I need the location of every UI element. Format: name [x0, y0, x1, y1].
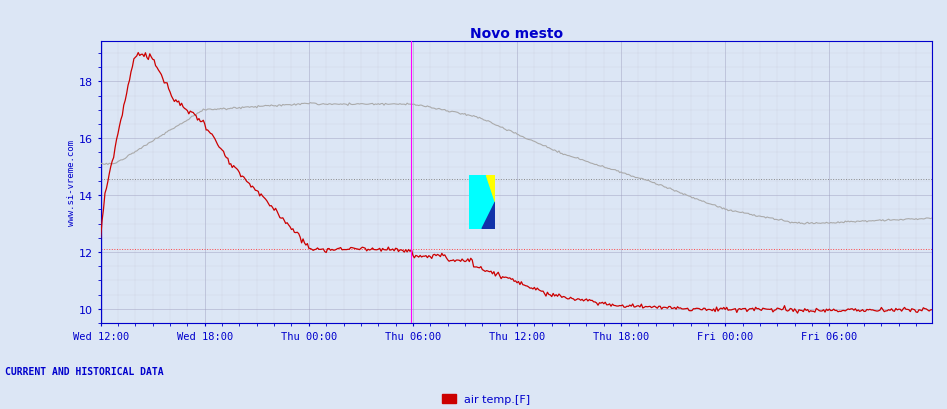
Text: CURRENT AND HISTORICAL DATA: CURRENT AND HISTORICAL DATA: [5, 366, 164, 376]
Legend: air temp.[F], soil temp. 5cm / 2in[F]: air temp.[F], soil temp. 5cm / 2in[F]: [438, 389, 595, 409]
Y-axis label: www.si-vreme.com: www.si-vreme.com: [67, 140, 76, 226]
Polygon shape: [486, 176, 495, 202]
Polygon shape: [482, 202, 495, 229]
Title: Novo mesto: Novo mesto: [470, 27, 563, 41]
Polygon shape: [469, 176, 495, 229]
